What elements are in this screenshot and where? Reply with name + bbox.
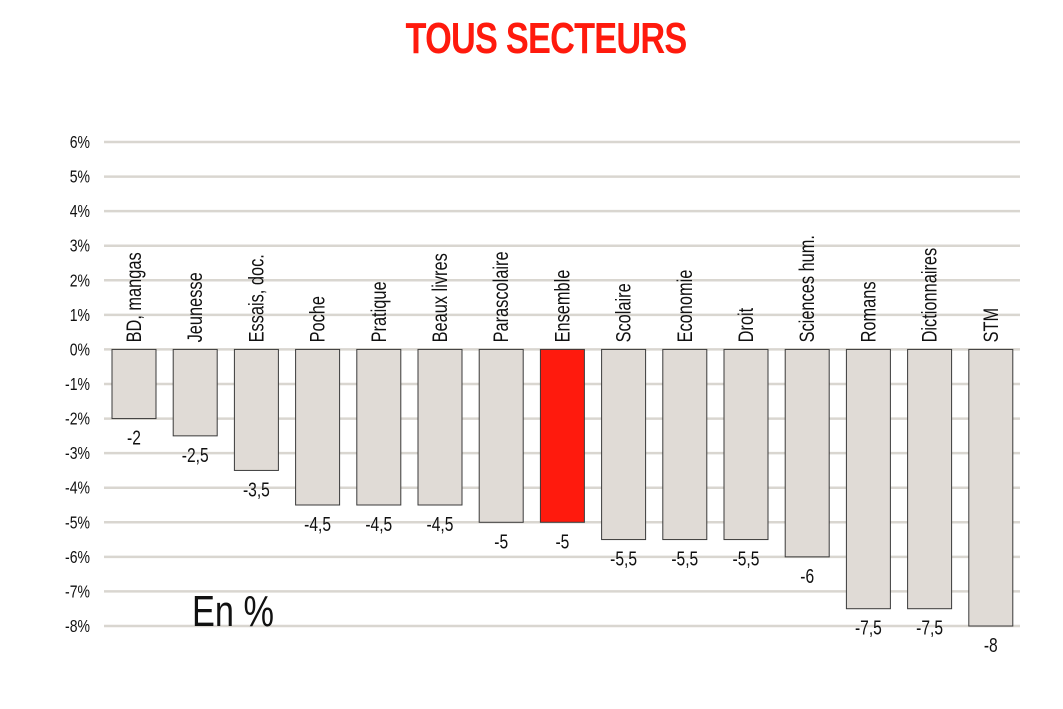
y-tick-label: 3% (70, 236, 90, 256)
bar (233, 348, 279, 471)
category-label: Beaux livres (428, 253, 451, 342)
category-label: Essais, doc. (244, 254, 267, 342)
value-labels: -2 -2,5 -3,5 -4,5 -4,5 -4,5 -5 -5 -5,5 -5,5 -5,5 -6… (127, 427, 998, 657)
value-label: -5 (494, 530, 508, 552)
category-labels: BD, mangas Jeunesse Essais, doc. Poche Prati… (122, 235, 1002, 342)
value-label: -2 (127, 427, 141, 449)
value-label: -8 (984, 634, 998, 656)
value-label: -2,5 (182, 444, 209, 466)
category-label: BD, mangas (122, 252, 145, 342)
y-tick-label: 1% (70, 305, 90, 325)
bar (845, 348, 891, 610)
value-label: -7,5 (916, 617, 943, 639)
bars (111, 348, 1014, 627)
bar (907, 348, 953, 610)
category-label: Droit (734, 307, 757, 342)
y-tick-label: 0% (70, 340, 90, 360)
value-label: -4,5 (365, 513, 392, 535)
value-label: -5,5 (610, 548, 637, 570)
y-tick-label: -4% (65, 478, 90, 498)
value-label: -4,5 (304, 513, 331, 535)
category-label: Jeunesse (183, 272, 206, 342)
category-label: Poche (306, 296, 329, 342)
y-tick-label: 6% (70, 132, 90, 152)
value-label: -4,5 (427, 513, 454, 535)
y-axis-ticks: 6% 5% 4% 3% 2% 1% 0% -1% -2% -3% -4% -5% -6% -7% -8% (65, 132, 90, 636)
category-label: Romans (856, 281, 879, 342)
y-tick-label: 2% (70, 271, 90, 291)
category-label: Sciences hum. (795, 235, 818, 342)
y-tick-label: -8% (65, 616, 90, 636)
category-label: Economie (673, 270, 696, 343)
category-label: Pratique (367, 281, 390, 342)
bar (111, 348, 157, 420)
y-tick-label: -1% (65, 374, 90, 394)
category-label: Parascolaire (489, 251, 512, 342)
category-label: STM (979, 308, 1002, 343)
value-label: -5,5 (671, 548, 698, 570)
bar (172, 348, 218, 437)
y-tick-label: -6% (65, 547, 90, 567)
bar (968, 348, 1014, 627)
bar (723, 348, 769, 541)
category-label: Dictionnaires (918, 248, 941, 343)
y-tick-label: 4% (70, 202, 90, 222)
bar (784, 348, 830, 558)
bar (539, 348, 585, 523)
value-label: -6 (800, 565, 814, 587)
y-tick-label: 5% (70, 167, 90, 187)
y-tick-label: -3% (65, 444, 90, 464)
bar (295, 348, 341, 506)
chart-title: TOUS SECTEURS (405, 14, 688, 63)
category-label: Ensemble (550, 270, 573, 343)
bar (417, 348, 463, 506)
y-tick-label: -2% (65, 409, 90, 429)
bar (356, 348, 402, 506)
bar (662, 348, 708, 541)
value-label: -3,5 (243, 479, 270, 501)
bar (601, 348, 647, 541)
value-label: -5 (555, 530, 569, 552)
value-label: -5,5 (733, 548, 760, 570)
category-label: Scolaire (612, 283, 635, 342)
value-label: -7,5 (855, 617, 882, 639)
unit-label: En % (192, 587, 274, 636)
y-tick-label: -5% (65, 513, 90, 533)
y-tick-label: -7% (65, 582, 90, 602)
bar (478, 348, 524, 523)
